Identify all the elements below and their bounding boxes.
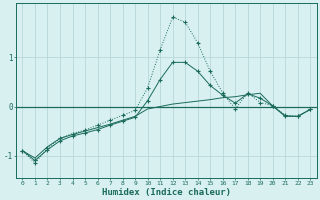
X-axis label: Humidex (Indice chaleur): Humidex (Indice chaleur) <box>102 188 231 197</box>
